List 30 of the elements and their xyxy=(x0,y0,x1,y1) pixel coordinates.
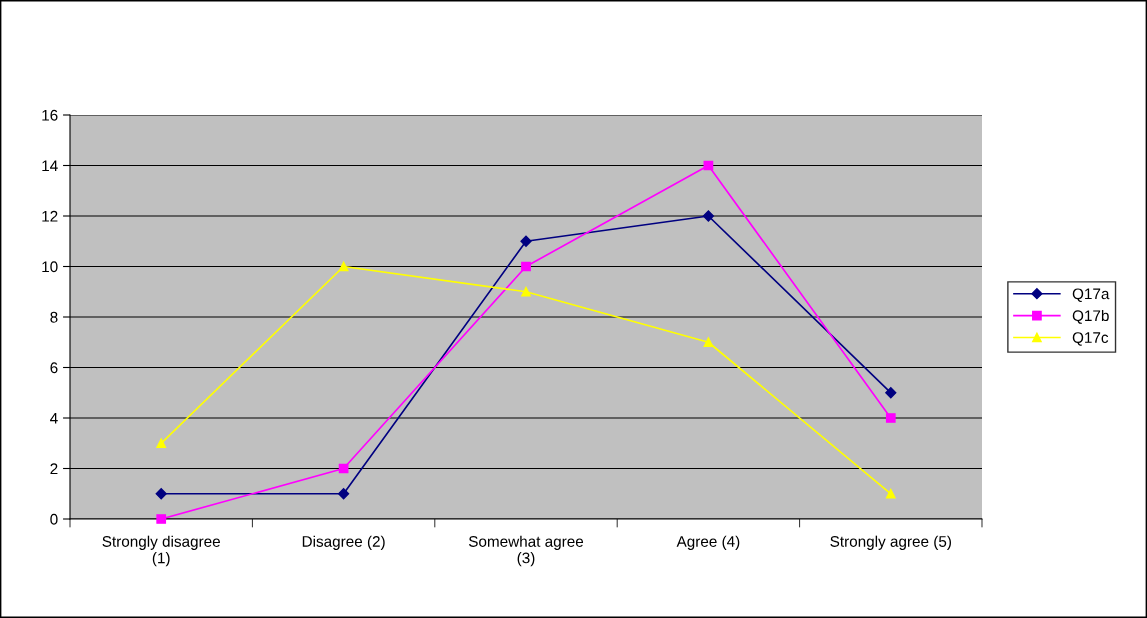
y-tick-label: 2 xyxy=(50,463,58,475)
point xyxy=(521,261,531,272)
y-tick-label: 6 xyxy=(50,362,58,374)
point xyxy=(155,488,167,500)
y-tick-label: 8 xyxy=(50,311,58,323)
y-tick-label: 16 xyxy=(42,109,58,121)
point xyxy=(338,261,349,272)
x-tick-label: Somewhat agree (3) xyxy=(468,535,584,567)
y-tick-label: 10 xyxy=(42,261,58,273)
point xyxy=(885,488,896,499)
y-tick-label: 4 xyxy=(50,413,58,424)
x-tick-label: Strongly disagree (1) xyxy=(102,535,220,567)
x-tick-label: Disagree (2) xyxy=(302,535,385,550)
point xyxy=(337,488,350,500)
y-tick-label: 14 xyxy=(42,160,58,172)
y-tick-label: 12 xyxy=(42,210,58,222)
legend-label: Q17b xyxy=(1072,309,1109,324)
x-tick-label: Agree (4) xyxy=(676,535,740,550)
point xyxy=(885,387,897,399)
legend-label: Q17a xyxy=(1072,288,1110,302)
y-tick-label: 0 xyxy=(50,513,58,525)
x-tick-label: Strongly agree (5) xyxy=(830,535,951,550)
point xyxy=(156,514,167,524)
point xyxy=(521,286,531,297)
point xyxy=(520,235,532,247)
point xyxy=(703,337,714,348)
point xyxy=(156,438,167,449)
point xyxy=(885,413,896,423)
point xyxy=(702,210,715,222)
legend-label: Q17c xyxy=(1072,332,1109,346)
